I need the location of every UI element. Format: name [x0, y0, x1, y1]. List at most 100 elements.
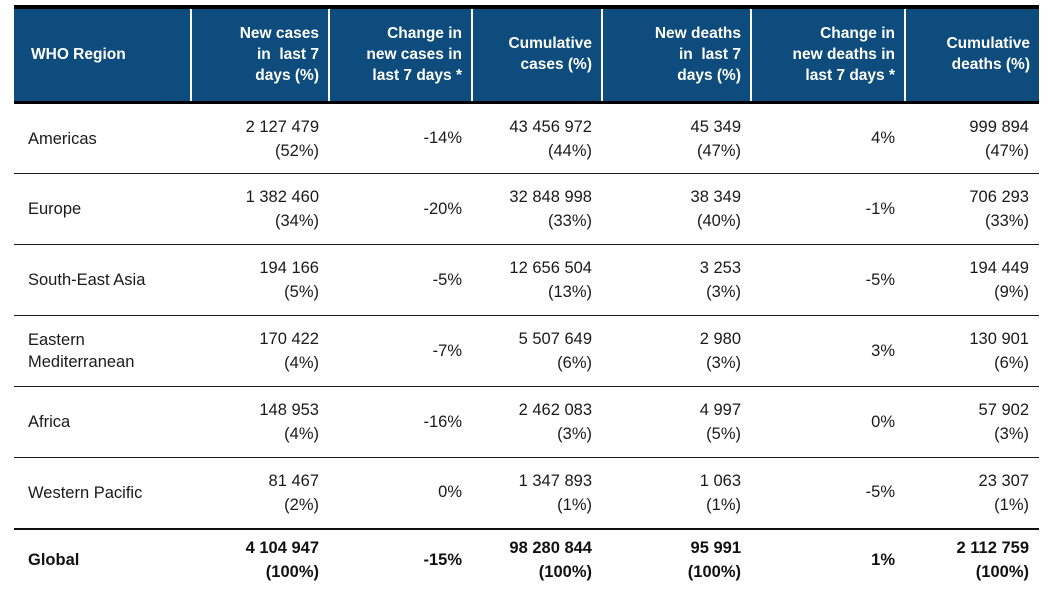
cell-change-new-cases: -7% [329, 315, 472, 387]
cell-cumulative-cases: 43 456 972 (44%) [472, 102, 602, 174]
value-number: 95 991 [690, 539, 741, 557]
value-percent: (33%) [984, 212, 1029, 230]
value-number: 2 112 759 [956, 539, 1030, 557]
value-percent: (3%) [706, 283, 741, 301]
col-header-cumulative-cases: Cumulative cases (%) [471, 5, 602, 104]
cell-new-deaths: 38 349 (40%) [602, 173, 751, 245]
value-percent: (6%) [994, 354, 1029, 372]
cell-change-new-deaths: -5% [751, 244, 905, 316]
cell-new-deaths: 45 349 (47%) [602, 102, 751, 174]
col-header-change-new-cases: Change in new cases in last 7 days * [328, 5, 472, 104]
col-header-who-region: WHO Region [14, 5, 191, 104]
value-percent: (3%) [994, 425, 1029, 443]
value-percent: (47%) [984, 141, 1029, 160]
cell-new-deaths: 2 980 (3%) [602, 315, 751, 387]
table-row: Americas 2 127 479 (52%) -14% 43 456 972 (44%… [14, 102, 1039, 174]
value-number: 43 456 972 [509, 117, 592, 136]
value-number: 170 422 [259, 330, 319, 348]
cell-cumulative-cases: 1 347 893 (1%) [472, 457, 602, 529]
value-percent: (52%) [274, 141, 319, 160]
table-body: Americas 2 127 479 (52%) -14% 43 456 972 (44%… [14, 102, 1039, 591]
value-number: 45 349 [690, 117, 741, 136]
value-number: 98 280 844 [509, 539, 592, 557]
cell-cumulative-deaths: 23 307 (1%) [905, 457, 1039, 529]
value-percent: (13%) [547, 283, 592, 301]
value-number: 999 894 [969, 117, 1029, 136]
value-number: 5 507 649 [518, 330, 592, 348]
cell-change-new-cases: -5% [329, 244, 472, 316]
value-percent: (44%) [547, 141, 592, 160]
cell-change-new-cases: -14% [329, 102, 472, 174]
cell-change-new-cases: -15% [329, 527, 472, 591]
value-percent: (3%) [706, 354, 741, 372]
table-row: Africa 148 953 (4%) -16% 2 462 083 (3%) 4 997 (… [14, 386, 1039, 458]
cell-cumulative-deaths: 999 894 (47%) [905, 102, 1039, 174]
value-number: 194 166 [259, 259, 319, 277]
value-number: 57 902 [978, 401, 1029, 419]
cell-cumulative-cases: 2 462 083 (3%) [472, 386, 602, 458]
cell-region: South-East Asia [14, 244, 191, 316]
col-header-cumulative-deaths: Cumulative deaths (%) [904, 5, 1039, 104]
table-row: Western Pacific 81 467 (2%) 0% 1 347 893 (1%)… [14, 457, 1039, 529]
cell-cumulative-cases: 32 848 998 (33%) [472, 173, 602, 245]
cell-change-new-cases: -16% [329, 386, 472, 458]
table-row: Europe 1 382 460 (34%) -20% 32 848 998 (33%) 3… [14, 173, 1039, 245]
value-number: 38 349 [690, 188, 741, 206]
value-percent: (100%) [265, 563, 319, 581]
value-percent: (33%) [547, 212, 592, 230]
value-number: 1 063 [699, 471, 741, 490]
cell-change-new-cases: -20% [329, 173, 472, 245]
value-number: 4 997 [699, 401, 741, 419]
cell-new-cases: 81 467 (2%) [191, 457, 329, 529]
value-number: 2 980 [699, 330, 741, 348]
cell-new-deaths: 4 997 (5%) [602, 386, 751, 458]
value-percent: (5%) [706, 425, 741, 443]
col-header-new-cases: New cases in last 7 days (%) [190, 5, 329, 104]
cell-region: Americas [14, 102, 191, 174]
cell-region: Global [14, 527, 191, 591]
cell-cumulative-cases: 12 656 504 (13%) [472, 244, 602, 316]
cell-new-deaths: 3 253 (3%) [602, 244, 751, 316]
value-percent: (1%) [706, 495, 741, 514]
value-percent: (4%) [284, 425, 319, 443]
value-number: 706 293 [969, 188, 1029, 206]
value-percent: (6%) [557, 354, 592, 372]
value-percent: (4%) [284, 354, 319, 372]
value-percent: (47%) [696, 141, 741, 160]
cell-region: Western Pacific [14, 457, 191, 529]
value-percent: (100%) [538, 563, 592, 581]
value-number: 194 449 [969, 259, 1029, 277]
value-percent: (9%) [994, 283, 1029, 301]
table-row: Global 4 104 947 (100%) -15% 98 280 844 (100%… [14, 527, 1039, 591]
cell-cumulative-deaths: 2 112 759 (100%) [905, 527, 1039, 591]
value-number: 81 467 [268, 471, 319, 490]
col-header-new-deaths: New deaths in last 7 days (%) [601, 5, 751, 104]
table-row: South-East Asia 194 166 (5%) -5% 12 656 504 (… [14, 244, 1039, 316]
cell-new-cases: 194 166 (5%) [191, 244, 329, 316]
col-header-change-new-deaths: Change in new deaths in last 7 days * [750, 5, 905, 104]
table-row: Eastern Mediterranean 170 422 (4%) -7% 5 507… [14, 315, 1039, 387]
value-number: 2 462 083 [518, 401, 592, 419]
cell-change-new-deaths: 4% [751, 102, 905, 174]
cell-new-cases: 2 127 479 (52%) [191, 102, 329, 174]
value-number: 3 253 [699, 259, 741, 277]
header-row: WHO Region New cases in last 7 days (%) … [14, 5, 1039, 104]
value-percent: (1%) [557, 495, 592, 514]
cell-new-deaths: 1 063 (1%) [602, 457, 751, 529]
value-number: 2 127 479 [245, 117, 319, 136]
table-header: WHO Region New cases in last 7 days (%) … [14, 5, 1039, 104]
cell-cumulative-deaths: 130 901 (6%) [905, 315, 1039, 387]
cell-change-new-deaths: -1% [751, 173, 905, 245]
value-number: 148 953 [259, 401, 319, 419]
cell-cumulative-cases: 5 507 649 (6%) [472, 315, 602, 387]
cell-new-deaths: 95 991 (100%) [602, 527, 751, 591]
value-percent: (3%) [557, 425, 592, 443]
cell-change-new-deaths: 1% [751, 527, 905, 591]
value-number: 23 307 [978, 471, 1029, 490]
who-region-table: WHO Region New cases in last 7 days (%) … [14, 5, 1039, 591]
value-percent: (40%) [696, 212, 741, 230]
cell-new-cases: 1 382 460 (34%) [191, 173, 329, 245]
value-number: 12 656 504 [509, 259, 592, 277]
value-number: 32 848 998 [509, 188, 592, 206]
